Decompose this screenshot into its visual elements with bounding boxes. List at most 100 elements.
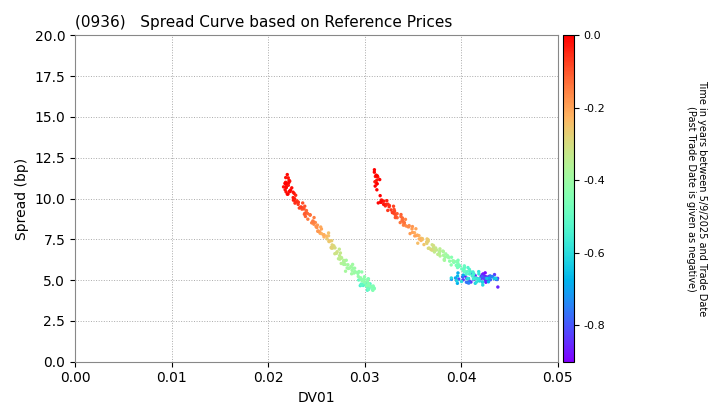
Point xyxy=(405,230,416,237)
Point xyxy=(376,197,387,203)
Point xyxy=(294,205,305,211)
Point xyxy=(412,232,423,239)
Point xyxy=(433,250,445,257)
Point xyxy=(423,236,434,243)
Point xyxy=(361,284,373,291)
Point xyxy=(361,283,373,289)
Point xyxy=(350,268,361,275)
Point xyxy=(361,283,372,289)
Point xyxy=(282,191,293,198)
Point xyxy=(492,275,503,282)
Point xyxy=(491,276,503,283)
Point xyxy=(451,273,463,279)
Point xyxy=(471,278,482,285)
Point xyxy=(390,213,402,220)
Point xyxy=(363,276,374,282)
Point xyxy=(464,266,475,273)
Point xyxy=(482,278,494,285)
Point xyxy=(370,172,382,178)
Point xyxy=(280,179,292,186)
Point xyxy=(325,244,337,251)
Point xyxy=(454,262,466,269)
Point xyxy=(300,213,311,220)
Point xyxy=(456,278,467,285)
Point xyxy=(464,278,475,284)
Point xyxy=(463,275,474,282)
Point xyxy=(364,281,376,287)
Point xyxy=(321,233,333,239)
Point xyxy=(428,244,439,251)
Point xyxy=(390,211,401,218)
Point xyxy=(381,197,392,204)
Point xyxy=(442,253,454,260)
Point xyxy=(403,223,415,230)
Point xyxy=(410,232,422,239)
Point xyxy=(323,230,334,236)
Point xyxy=(284,178,295,184)
Point xyxy=(306,220,318,226)
Point xyxy=(475,274,487,281)
Point xyxy=(437,248,449,255)
Point xyxy=(348,270,360,276)
Point xyxy=(323,238,335,244)
Point xyxy=(357,282,369,289)
Point xyxy=(314,228,325,235)
Point xyxy=(363,281,374,288)
Point xyxy=(383,203,395,210)
Point xyxy=(480,273,491,280)
Point xyxy=(446,254,457,261)
Point xyxy=(490,276,502,283)
Point xyxy=(361,278,373,284)
Point xyxy=(369,183,381,189)
Point xyxy=(388,203,400,210)
Point xyxy=(406,226,418,232)
Point xyxy=(473,268,485,275)
Point xyxy=(280,174,292,181)
Point xyxy=(334,256,346,262)
Point xyxy=(338,260,350,266)
Point xyxy=(397,215,408,221)
Point xyxy=(387,209,398,216)
Point xyxy=(312,222,323,228)
Point xyxy=(362,280,374,287)
Point xyxy=(400,216,411,223)
Point xyxy=(421,236,433,242)
Point xyxy=(279,180,291,186)
Point xyxy=(377,197,388,204)
Point xyxy=(476,273,487,279)
Point xyxy=(448,257,459,264)
Point xyxy=(456,265,467,272)
Point xyxy=(453,276,464,283)
Point xyxy=(458,268,469,274)
Point xyxy=(296,204,307,210)
Point xyxy=(308,219,320,226)
Point xyxy=(364,283,376,289)
Point xyxy=(474,278,485,284)
Y-axis label: Time in years between 5/9/2025 and Trade Date
(Past Trade Date is given as negat: Time in years between 5/9/2025 and Trade… xyxy=(685,80,707,317)
Point xyxy=(366,284,377,290)
Point xyxy=(325,244,337,251)
Point xyxy=(282,182,294,189)
Point xyxy=(469,275,481,281)
Point xyxy=(413,236,425,242)
Point xyxy=(279,180,291,187)
Point xyxy=(451,262,462,269)
Point xyxy=(457,276,469,283)
Point xyxy=(371,186,382,193)
Point xyxy=(451,277,462,284)
Point xyxy=(318,231,330,238)
Point xyxy=(477,272,489,278)
Point xyxy=(477,279,488,286)
Point xyxy=(492,284,503,290)
Point xyxy=(487,273,498,280)
Point xyxy=(418,241,430,248)
Point xyxy=(451,280,463,287)
Point xyxy=(313,228,325,235)
Point xyxy=(399,219,410,226)
Point xyxy=(489,271,500,278)
Point xyxy=(329,244,341,251)
Point xyxy=(359,279,370,286)
Point xyxy=(432,251,444,258)
Point xyxy=(466,270,477,277)
Point xyxy=(356,278,368,284)
